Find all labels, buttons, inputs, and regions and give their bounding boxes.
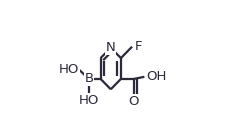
Text: O: O: [129, 95, 139, 108]
Text: N: N: [106, 41, 116, 54]
Text: B: B: [84, 72, 94, 85]
Text: F: F: [135, 40, 142, 53]
Text: HO: HO: [79, 94, 99, 107]
Text: HO: HO: [59, 63, 79, 76]
Text: OH: OH: [146, 70, 167, 83]
